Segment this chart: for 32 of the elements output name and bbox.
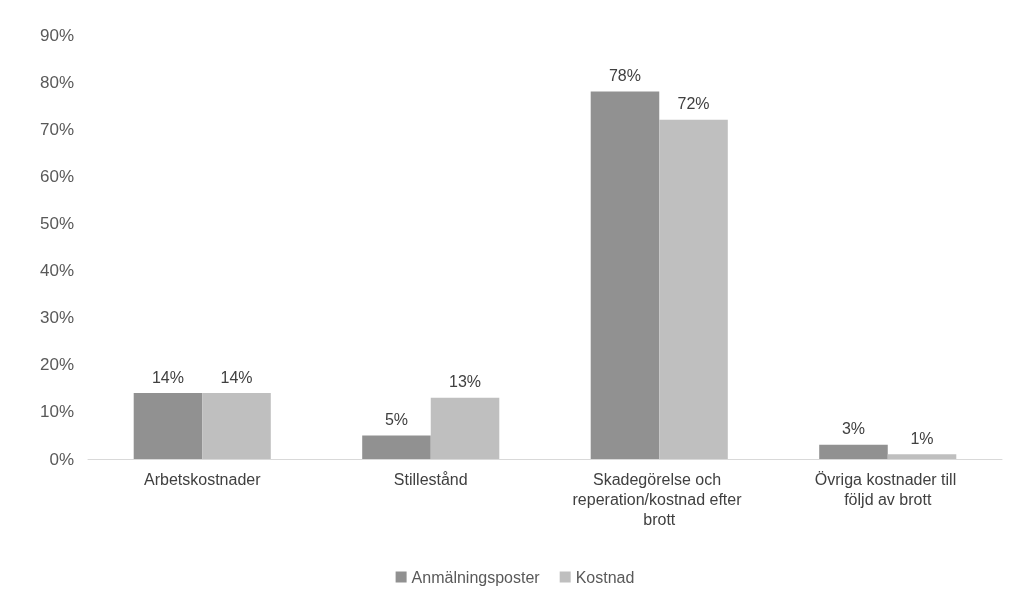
y-tick-label: 50% [39, 213, 74, 233]
x-tick-label: Övriga kostnader till följd av brott [814, 470, 961, 508]
x-tick-label: Arbetskostnader [143, 470, 262, 488]
bar [430, 397, 500, 459]
bar [202, 393, 271, 459]
bar [133, 393, 203, 459]
bar [887, 454, 957, 459]
data-label: 5% [384, 410, 409, 428]
y-tick-label: 0% [49, 449, 74, 469]
x-tick-label: Stillestånd [393, 470, 468, 488]
data-label: 14% [151, 368, 184, 386]
bar [590, 91, 660, 459]
y-tick-label: 70% [39, 119, 74, 139]
data-label: 72% [677, 95, 710, 113]
legend-label: Kostnad [575, 568, 635, 586]
data-label: 13% [449, 373, 482, 391]
y-tick-label: 80% [39, 72, 74, 92]
data-label: 1% [910, 429, 934, 447]
y-tick-label: 40% [39, 261, 74, 281]
x-tick-label: Skadegörelse och reperation/kostnad efter brott [572, 470, 746, 528]
y-tick-label: 90% [39, 25, 74, 45]
data-label: 3% [841, 420, 866, 438]
data-label: 14% [220, 368, 253, 386]
bar [659, 119, 728, 459]
y-tick-label: 60% [39, 166, 74, 186]
y-tick-label: 30% [39, 308, 74, 328]
y-tick-label: 10% [39, 402, 74, 422]
data-label: 78% [608, 67, 641, 85]
y-tick-label: 20% [39, 355, 74, 375]
bar [819, 444, 888, 459]
legend-label: Anmälningsposter [411, 568, 541, 586]
bar [362, 435, 431, 459]
